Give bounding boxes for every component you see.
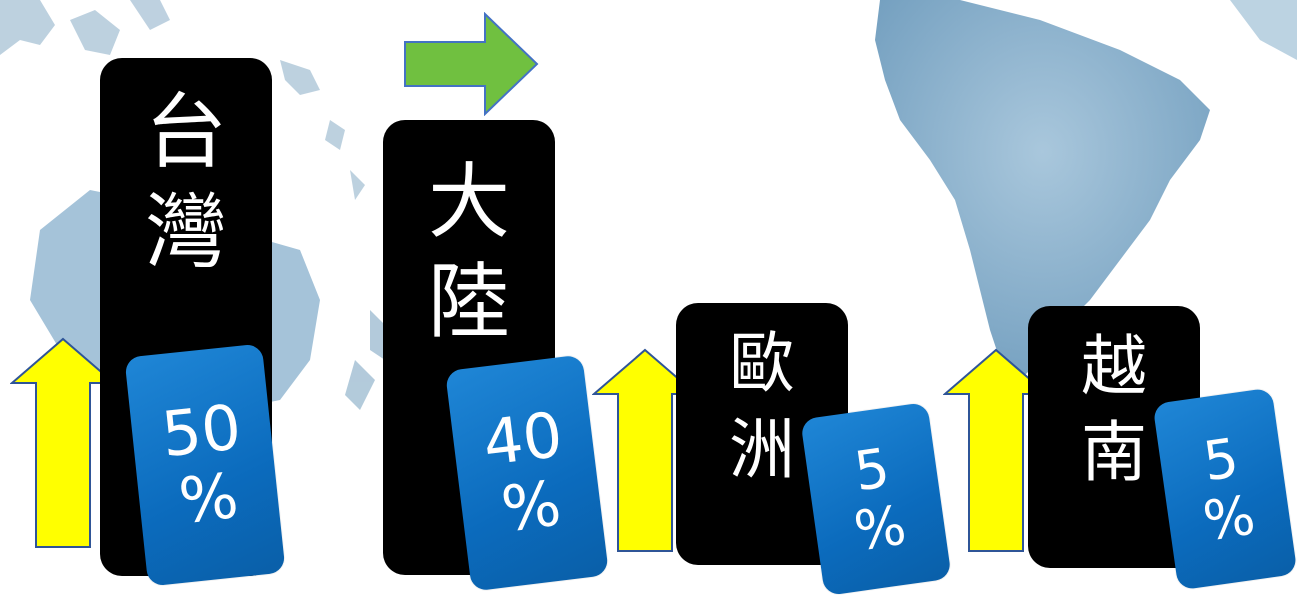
south-america-landmass — [875, 0, 1210, 380]
region-name-char: 陸 — [427, 255, 510, 350]
region-name-char: 大 — [427, 155, 510, 250]
percent-card-taiwan: 50 % — [124, 343, 286, 587]
percent-symbol: % — [175, 458, 242, 538]
percent-card-vietnam: 5 % — [1152, 387, 1297, 591]
percent-value: 5 — [1199, 425, 1243, 493]
region-name-char: 洲 — [729, 411, 795, 488]
right-arrow-icon — [404, 12, 539, 116]
region-name-char: 歐 — [729, 325, 795, 402]
region-name-char: 南 — [1081, 414, 1147, 491]
percent-value: 5 — [850, 435, 894, 503]
region-name-char: 台 — [144, 85, 227, 180]
percent-card-europe: 5 % — [800, 401, 952, 597]
region-name-char: 灣 — [144, 185, 227, 280]
percent-symbol: % — [1199, 483, 1259, 553]
asia-islands — [0, 0, 365, 200]
percent-symbol: % — [497, 466, 565, 547]
africa-edge — [1230, 0, 1297, 60]
region-name-char: 越 — [1081, 328, 1147, 405]
percent-card-mainland: 40 % — [444, 354, 610, 592]
percent-symbol: % — [850, 493, 910, 563]
percent-value: 50 — [158, 390, 245, 471]
